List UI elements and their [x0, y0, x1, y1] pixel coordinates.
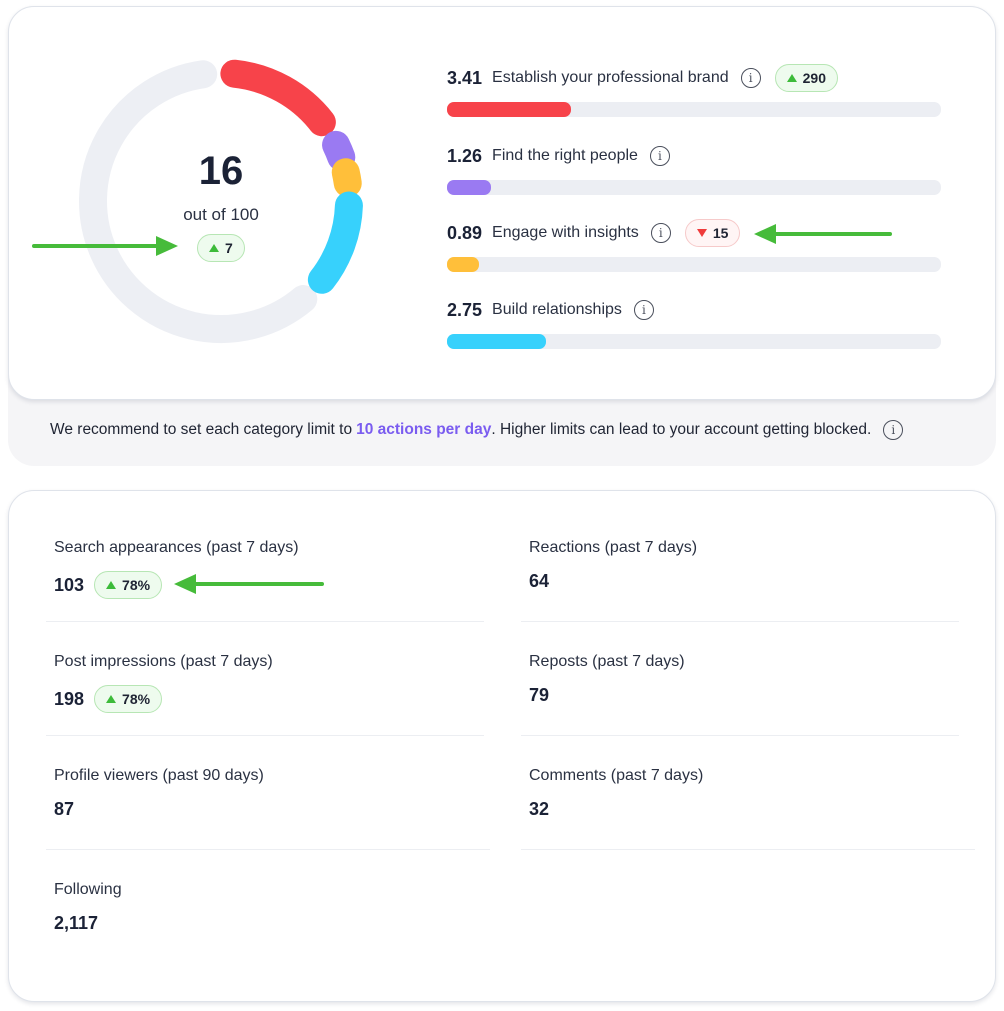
triangle-up-icon: [209, 244, 219, 252]
category-score: 1.26: [447, 145, 483, 166]
stat-value: 2,117: [54, 913, 99, 933]
category-progress-fill: [447, 257, 480, 272]
stat-value: 103: [54, 574, 85, 595]
category-progress-track: [447, 180, 941, 195]
score-change-value: 7: [225, 240, 233, 256]
profile-stats-card: Search appearances (past 7 days) 103 78%…: [8, 490, 996, 1002]
recommendation-prefix: We recommend to set each category limit …: [50, 421, 353, 438]
category-label: Find the right people: [492, 147, 638, 164]
category-label: Engage with insights: [492, 224, 639, 241]
recommendation-highlight: 10 actions per day: [356, 421, 492, 438]
annotation-arrow-search: [174, 574, 324, 594]
triangle-up-icon: [106, 581, 117, 589]
ring-track: [79, 60, 318, 343]
stat-value: 79: [529, 685, 550, 705]
score-subtitle: out of 100: [183, 205, 259, 224]
category-progress-fill: [447, 102, 571, 117]
category-score: 0.89: [447, 222, 483, 243]
category-label: Build relationships: [492, 301, 622, 318]
category-progress-fill: [447, 180, 492, 195]
info-icon[interactable]: i: [883, 420, 904, 440]
triangle-up-icon: [786, 74, 797, 82]
category-item-people: 1.26 Find the right people i: [447, 141, 941, 201]
stat-label: Reactions (past 7 days): [529, 539, 698, 556]
stat-change-value: 78%: [122, 691, 151, 707]
category-label: Establish your professional brand: [492, 69, 729, 86]
stat-value: 198: [54, 688, 85, 709]
stat-label: Search appearances (past 7 days): [54, 539, 299, 556]
stat-search-appearances: Search appearances (past 7 days) 103 78%: [46, 491, 486, 605]
category-score: 3.41: [447, 67, 483, 88]
stat-value: 87: [54, 799, 75, 819]
category-change-badge: 15: [684, 219, 741, 247]
category-item-brand: 3.41 Establish your professional brand i…: [447, 63, 941, 123]
triangle-up-icon: [106, 695, 117, 703]
info-icon[interactable]: i: [649, 146, 670, 166]
recommendation-notice: We recommend to set each category limit …: [8, 420, 996, 440]
info-icon[interactable]: i: [633, 300, 654, 320]
info-icon[interactable]: i: [740, 68, 761, 88]
annotation-arrow-score: [32, 236, 178, 256]
score-change-badge: 7: [197, 234, 245, 262]
stat-change-badge: 78%: [94, 685, 163, 713]
recommendation-suffix: . Higher limits can lead to your account…: [491, 421, 872, 438]
stat-comments: Comments (past 7 days) 32: [521, 719, 961, 833]
ring-segment-3: [331, 158, 362, 198]
category-change-badge: 290: [774, 64, 838, 92]
category-item-relationships: 2.75 Build relationships i: [447, 295, 941, 355]
category-progress-track: [447, 257, 941, 272]
stat-reactions: Reactions (past 7 days) 64: [521, 491, 961, 605]
ring-segment-1: [220, 59, 336, 137]
ring-segment-4: [307, 191, 363, 294]
category-progress-fill: [447, 334, 546, 349]
divider: [521, 621, 959, 622]
divider: [46, 735, 484, 736]
category-score: 2.75: [447, 299, 483, 320]
divider: [521, 849, 975, 850]
stat-value: 32: [529, 799, 550, 819]
score-change-pill: 7: [197, 234, 245, 262]
category-item-insights: 0.89 Engage with insights i 15: [447, 218, 941, 278]
stat-label: Comments (past 7 days): [529, 767, 704, 784]
stat-label: Reposts (past 7 days): [529, 653, 685, 670]
stat-profile-viewers: Profile viewers (past 90 days) 87: [46, 719, 486, 833]
score-ring-chart: [79, 59, 363, 343]
stat-label: Post impressions (past 7 days): [54, 653, 273, 670]
divider: [46, 849, 490, 850]
stat-post-impressions: Post impressions (past 7 days) 198 78%: [46, 605, 486, 719]
stat-following: Following 2,117: [46, 833, 486, 947]
stat-label: Following: [54, 881, 122, 898]
triangle-down-icon: [696, 229, 707, 237]
stat-value: 64: [529, 571, 550, 591]
score-value: 16: [198, 149, 244, 193]
stat-change-value: 78%: [122, 577, 151, 593]
category-change-value: 290: [802, 70, 826, 86]
category-progress-track: [447, 334, 941, 349]
stat-label: Profile viewers (past 90 days): [54, 767, 264, 784]
stat-change-badge: 78%: [94, 571, 163, 599]
divider: [46, 621, 484, 622]
stat-reposts: Reposts (past 7 days) 79: [521, 605, 961, 719]
score-card: 16 out of 100 7 3.41 Establish your prof…: [8, 6, 996, 400]
ring-segment-2: [322, 130, 356, 172]
category-change-value: 15: [712, 225, 729, 241]
category-progress-track: [447, 102, 941, 117]
score-center: 16 out of 100 7: [71, 51, 371, 351]
divider: [521, 735, 959, 736]
info-icon[interactable]: i: [650, 223, 671, 243]
annotation-arrow-insights: [754, 224, 892, 244]
score-ring: 16 out of 100 7: [71, 51, 371, 351]
